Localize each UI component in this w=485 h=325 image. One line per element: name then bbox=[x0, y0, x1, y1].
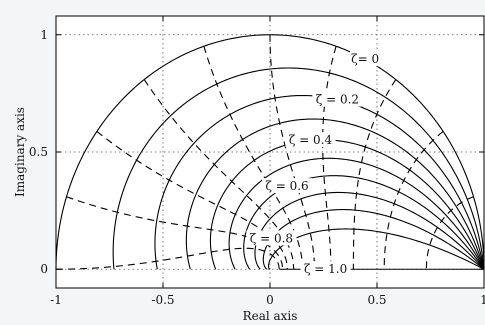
zeta-label-bg bbox=[349, 51, 381, 67]
x-tick-label: -1 bbox=[50, 293, 62, 307]
omega-curve bbox=[425, 196, 474, 270]
zeta-curve bbox=[154, 94, 485, 270]
zeta-label: ζ = 1.0 bbox=[304, 262, 347, 276]
zeta-curve bbox=[254, 191, 485, 270]
zeta-label: ζ = 0.4 bbox=[289, 133, 333, 147]
zeta-label: ζ= 0 bbox=[351, 52, 379, 66]
y-axis-label: Imaginary axis bbox=[13, 107, 27, 197]
zeta-label-bg bbox=[285, 132, 336, 148]
damping-labels: ζ= 0 ζ = 0.2 ζ = 0.4 ζ = 0.6 ζ = 0.8 ζ = 1.0 bbox=[246, 51, 381, 277]
tick-labels: -1 -0.5 0 0.5 1 0 0.5 1 bbox=[29, 28, 485, 307]
zeta-label-bg bbox=[312, 91, 363, 107]
zeta-curve bbox=[112, 67, 485, 270]
x-tick-label: 1 bbox=[480, 293, 485, 307]
x-tick-label: -0.5 bbox=[151, 293, 174, 307]
zeta-label: ζ = 0.2 bbox=[316, 93, 359, 107]
zeta-curve bbox=[228, 157, 485, 270]
zeta-curve bbox=[243, 175, 485, 270]
y-tick-label: 0 bbox=[40, 262, 48, 276]
zeta-curve bbox=[185, 118, 485, 270]
y-tick-label: 0.5 bbox=[29, 145, 48, 159]
y-tick-label: 1 bbox=[40, 28, 48, 42]
damping-ratio-curves bbox=[55, 34, 485, 270]
zeta-label-bg bbox=[246, 230, 297, 246]
omega-curve bbox=[66, 196, 284, 270]
x-tick-label: 0 bbox=[266, 293, 274, 307]
axis-ticks bbox=[55, 16, 485, 288]
x-tick-label: 0.5 bbox=[367, 293, 386, 307]
zeta-curve bbox=[55, 34, 485, 270]
zeta-label-bg bbox=[300, 261, 351, 277]
zeta-label: ζ = 0.6 bbox=[265, 179, 308, 193]
x-axis-label: Real axis bbox=[243, 309, 298, 323]
zeta-curve bbox=[209, 139, 485, 270]
zeta-curve bbox=[268, 228, 485, 270]
zeta-label: ζ = 0.8 bbox=[250, 231, 293, 245]
zeta-label-bg bbox=[261, 178, 313, 194]
